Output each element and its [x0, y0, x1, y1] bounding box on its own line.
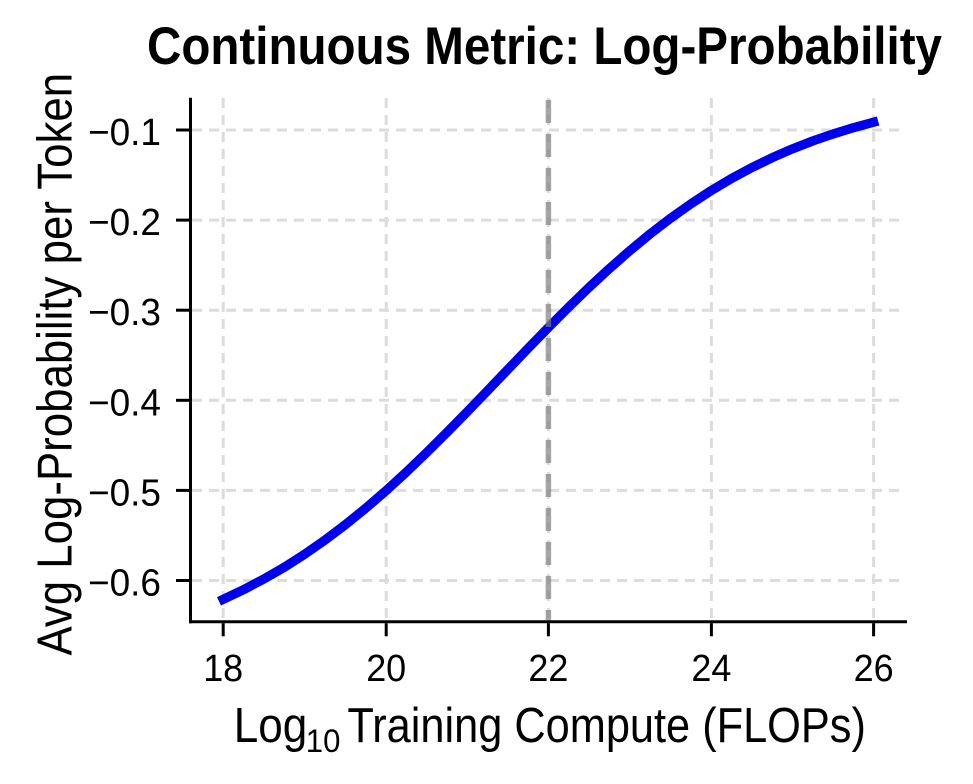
svg-text:Continuous Metric: Log-Probabi: Continuous Metric: Log-Probability	[147, 17, 942, 76]
svg-text:Avg Log-Probability per Token: Avg Log-Probability per Token	[28, 73, 83, 656]
svg-text:−0.6: −0.6	[88, 563, 161, 605]
svg-text:−0.2: −0.2	[88, 202, 161, 244]
svg-text:−0.1: −0.1	[88, 112, 161, 154]
svg-text:Log: Log	[234, 698, 308, 753]
svg-text:Training Compute (FLOPs): Training Compute (FLOPs)	[347, 698, 866, 753]
svg-text:20: 20	[366, 648, 406, 690]
svg-text:26: 26	[854, 648, 894, 690]
svg-text:10: 10	[306, 723, 341, 759]
svg-text:−0.5: −0.5	[88, 472, 161, 514]
svg-text:−0.3: −0.3	[88, 292, 161, 334]
svg-text:−0.4: −0.4	[88, 382, 161, 424]
svg-text:22: 22	[528, 648, 568, 690]
svg-text:18: 18	[203, 648, 243, 690]
svg-text:24: 24	[691, 648, 731, 690]
